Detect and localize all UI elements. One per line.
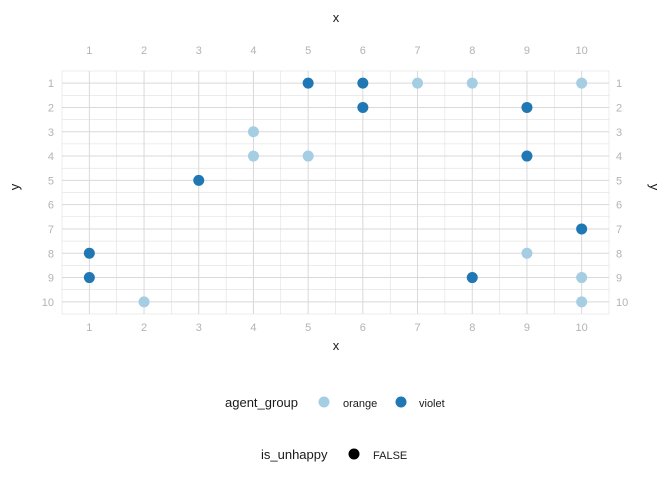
x-tick-label-top: 1 — [86, 45, 92, 57]
y-tick-label-right: 8 — [616, 248, 622, 260]
y-tick-label-left: 8 — [48, 248, 54, 260]
x-tick-label-bottom: 3 — [196, 322, 202, 334]
legend-key-false — [348, 448, 360, 460]
data-points — [83, 77, 588, 308]
point-orange — [247, 150, 259, 162]
legend-key-violet — [395, 396, 407, 408]
x-tick-label-bottom: 4 — [250, 322, 256, 334]
x-tick-label-bottom: 2 — [141, 322, 147, 334]
y-tick-label-right: 6 — [616, 200, 622, 212]
y-tick-label-right: 9 — [616, 273, 622, 285]
point-violet — [521, 101, 533, 113]
point-violet — [302, 77, 314, 89]
x-axis-title-bottom: x — [333, 338, 340, 353]
x-tick-label-top: 3 — [196, 45, 202, 57]
y-tick-label-left: 10 — [42, 297, 54, 309]
point-violet — [193, 174, 205, 186]
point-violet — [357, 77, 369, 89]
legend-label-false: FALSE — [373, 450, 407, 462]
point-orange — [576, 77, 588, 89]
point-orange — [576, 272, 588, 284]
x-tick-label-bottom: 5 — [305, 322, 311, 334]
x-tick-label-top: 7 — [414, 45, 420, 57]
x-tick-label-top: 9 — [524, 45, 530, 57]
x-tick-label-top: 5 — [305, 45, 311, 57]
axis-tick-labels: 1 1 2 2 3 3 4 4 5 5 6 6 7 7 8 8 9 9 10 10 1 1 2 2 3 3 4 4 5 5 6 6 7 7 8 8 9 9… — [42, 45, 629, 334]
x-tick-label-top: 10 — [576, 45, 588, 57]
legend-is-unhappy: is_unhappy FALSE — [261, 447, 407, 462]
legend-agent-group: agent_group orange violet — [225, 395, 445, 410]
x-tick-label-top: 8 — [469, 45, 475, 57]
y-tick-label-right: 1 — [616, 78, 622, 90]
point-orange — [576, 296, 588, 308]
y-tick-label-right: 3 — [616, 127, 622, 139]
x-tick-label-bottom: 8 — [469, 322, 475, 334]
point-violet — [466, 272, 478, 284]
y-tick-label-right: 7 — [616, 224, 622, 236]
y-axis-title-right: y — [647, 184, 662, 191]
y-tick-label-left: 3 — [48, 127, 54, 139]
y-tick-label-left: 9 — [48, 273, 54, 285]
x-tick-label-bottom: 9 — [524, 322, 530, 334]
legend-title-agent-group: agent_group — [225, 395, 298, 410]
legend-key-orange — [318, 396, 330, 408]
x-axis-title-top: x — [333, 10, 340, 25]
x-tick-label-top: 6 — [360, 45, 366, 57]
point-violet — [83, 247, 95, 259]
y-tick-label-left: 4 — [48, 151, 54, 163]
point-violet — [576, 223, 588, 235]
x-tick-label-bottom: 7 — [414, 322, 420, 334]
y-tick-label-left: 1 — [48, 78, 54, 90]
y-axis-title-left: y — [7, 183, 22, 190]
y-tick-label-right: 2 — [616, 102, 622, 114]
point-orange — [412, 77, 424, 89]
legend-label-violet: violet — [419, 398, 445, 410]
point-orange — [247, 126, 259, 138]
y-tick-label-right: 4 — [616, 151, 622, 163]
point-violet — [83, 272, 95, 284]
y-tick-label-left: 5 — [48, 175, 54, 187]
point-violet — [357, 101, 369, 113]
x-tick-label-bottom: 1 — [86, 322, 92, 334]
point-orange — [138, 296, 150, 308]
point-violet — [521, 150, 533, 162]
legend-label-orange: orange — [343, 398, 377, 410]
y-tick-label-left: 7 — [48, 224, 54, 236]
y-tick-label-left: 2 — [48, 102, 54, 114]
x-tick-label-bottom: 6 — [360, 322, 366, 334]
point-orange — [466, 77, 478, 89]
x-tick-label-bottom: 10 — [576, 322, 588, 334]
y-tick-label-left: 6 — [48, 200, 54, 212]
x-tick-label-top: 4 — [250, 45, 256, 57]
point-orange — [521, 247, 533, 259]
legend-title-is-unhappy: is_unhappy — [261, 447, 328, 462]
y-tick-label-right: 10 — [616, 297, 628, 309]
point-orange — [302, 150, 314, 162]
y-tick-label-right: 5 — [616, 175, 622, 187]
x-tick-label-top: 2 — [141, 45, 147, 57]
